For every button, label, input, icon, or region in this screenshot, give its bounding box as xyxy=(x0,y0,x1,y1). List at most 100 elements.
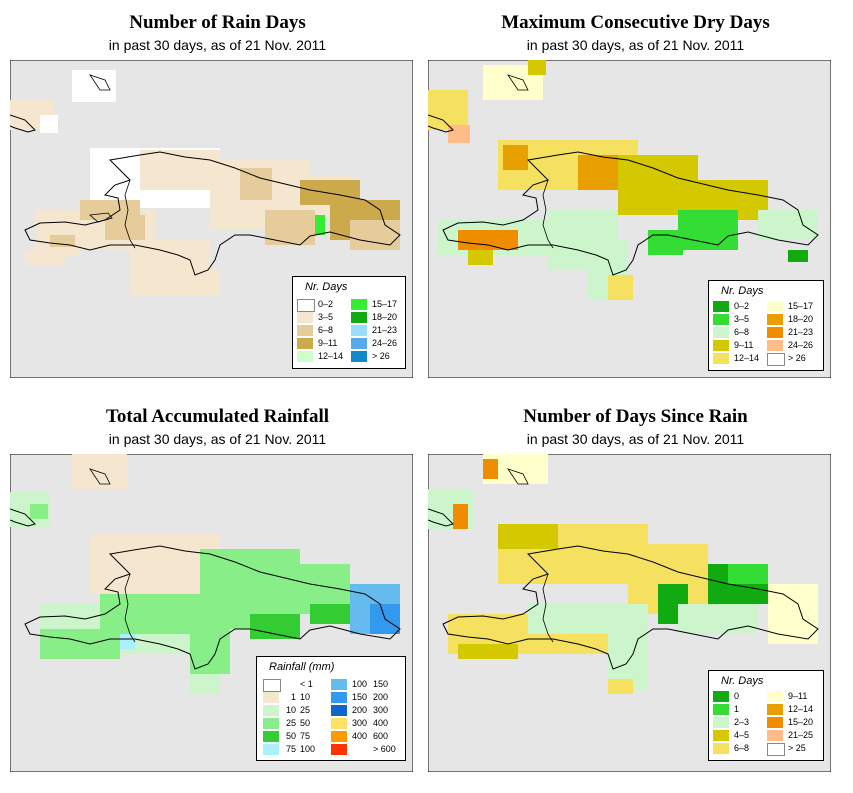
legend-label: 12–14 xyxy=(318,351,344,361)
legend-low: 1 xyxy=(290,692,296,702)
legend-swatch xyxy=(263,692,279,703)
legend-swatch xyxy=(263,731,279,742)
islands xyxy=(89,74,111,91)
legend-high: 300 xyxy=(373,705,389,715)
panel-subtitle: in past 30 days, as of 21 Nov. 2011 xyxy=(108,37,327,53)
legend-label: 9–11 xyxy=(734,340,754,350)
legend-label: 4–5 xyxy=(734,730,750,740)
legend-total-rain: Rainfall (mm) < 1 1 10 10 25 25 50 50 75 75 1… xyxy=(256,656,406,761)
legend-swatch xyxy=(713,704,729,715)
panel-total-rain: Total Accumulated Rainfall in past 30 da… xyxy=(10,394,425,784)
legend-label: 6–8 xyxy=(734,743,750,753)
legend-swatch xyxy=(713,691,729,702)
legend-swatch xyxy=(297,299,315,312)
legend-title: Nr. Days xyxy=(721,285,764,297)
legend-low: 400 xyxy=(352,731,368,741)
legend-label: 15–20 xyxy=(788,717,814,727)
legend-swatch xyxy=(331,692,347,703)
legend-label: 21–23 xyxy=(788,327,814,337)
legend-label: 21–25 xyxy=(788,730,814,740)
legend-swatch xyxy=(713,327,729,338)
legend-title: Rainfall (mm) xyxy=(269,661,335,673)
legend-label: 1 xyxy=(734,704,740,714)
legend-label: 0 xyxy=(734,691,740,701)
legend-swatch xyxy=(713,314,729,325)
legend-swatch xyxy=(713,743,729,754)
hispaniola-coastline xyxy=(442,151,819,276)
legend-swatch xyxy=(713,301,729,312)
legend-title: Nr. Days xyxy=(721,675,764,687)
legend-swatch xyxy=(767,743,785,756)
grid-cells xyxy=(428,60,818,300)
legend-swatch xyxy=(331,744,347,755)
grid-cells xyxy=(428,454,818,694)
hispaniola-coastline xyxy=(442,545,819,670)
cuba-coast xyxy=(10,508,36,527)
grid-cells xyxy=(10,454,400,694)
legend-swatch xyxy=(767,340,783,351)
legend-swatch xyxy=(297,325,313,336)
legend-swatch xyxy=(713,353,729,364)
legend-high: > 600 xyxy=(373,744,396,754)
legend-high: 100 xyxy=(300,744,316,754)
cuba-coast xyxy=(10,114,36,133)
legend-title: Nr. Days xyxy=(305,281,348,293)
legend-label: > 25 xyxy=(788,743,806,753)
legend-label: 18–20 xyxy=(788,314,814,324)
legend-low: 75 xyxy=(285,744,296,754)
legend-label: 24–26 xyxy=(788,340,814,350)
legend-label: 18–20 xyxy=(372,312,398,322)
legend-swatch xyxy=(351,312,367,323)
panel-title: Maximum Consecutive Dry Days xyxy=(501,12,770,33)
legend-label: 15–17 xyxy=(788,301,814,311)
legend-label: > 26 xyxy=(788,353,806,363)
legend-swatch xyxy=(297,351,313,362)
legend-swatch xyxy=(263,744,279,755)
legend-swatch xyxy=(767,314,783,325)
legend-swatch xyxy=(713,730,729,741)
cuba-coast xyxy=(428,114,454,133)
islands xyxy=(507,74,529,91)
border-line xyxy=(542,179,554,249)
panel-subtitle: in past 30 days, as of 21 Nov. 2011 xyxy=(526,37,745,53)
legend-label: 6–8 xyxy=(734,327,750,337)
legend-swatch xyxy=(331,718,347,729)
legend-high: 10 xyxy=(300,692,311,702)
legend-swatch xyxy=(263,705,279,716)
panel-subtitle: in past 30 days, as of 21 Nov. 2011 xyxy=(108,431,327,447)
border-line xyxy=(542,573,554,643)
legend-swatch xyxy=(767,327,783,338)
legend-label: > 26 xyxy=(372,351,390,361)
legend-swatch xyxy=(713,340,729,351)
legend-swatch xyxy=(767,691,783,702)
border-line xyxy=(124,573,136,643)
legend-label: 15–17 xyxy=(372,299,398,309)
legend-swatch xyxy=(263,679,281,692)
legend-high: 75 xyxy=(300,731,311,741)
legend-high: 600 xyxy=(373,731,389,741)
legend-label: 0–2 xyxy=(734,301,750,311)
legend-swatch xyxy=(767,730,783,741)
legend-swatch xyxy=(713,717,729,728)
legend-swatch xyxy=(263,718,279,729)
legend-swatch xyxy=(351,325,367,336)
panel-title: Number of Days Since Rain xyxy=(523,406,748,427)
legend-swatch xyxy=(767,301,783,312)
hispaniola-coastline xyxy=(24,151,401,276)
panel-title: Number of Rain Days xyxy=(129,12,306,33)
panel-days-since-rain: Number of Days Since Rain in past 30 day… xyxy=(428,394,843,784)
legend-swatch xyxy=(297,312,313,323)
panel-max-dry-days: Maximum Consecutive Dry Days in past 30 … xyxy=(428,0,843,390)
legend-swatch xyxy=(351,338,367,349)
map-rain-days xyxy=(10,60,413,378)
grid-cells xyxy=(10,70,400,296)
legend-swatch xyxy=(351,351,367,362)
legend-label: 0–2 xyxy=(318,299,334,309)
legend-label: 24–26 xyxy=(372,338,398,348)
panel-title: Total Accumulated Rainfall xyxy=(105,406,330,427)
legend-low: 150 xyxy=(352,692,368,702)
legend-swatch xyxy=(767,353,785,366)
legend-label: 2–3 xyxy=(734,717,750,727)
legend-max-dry-days: Nr. Days 0–2 3–5 6–8 9–11 12–14 15–17 18… xyxy=(708,280,824,371)
legend-low: 100 xyxy=(352,679,368,689)
